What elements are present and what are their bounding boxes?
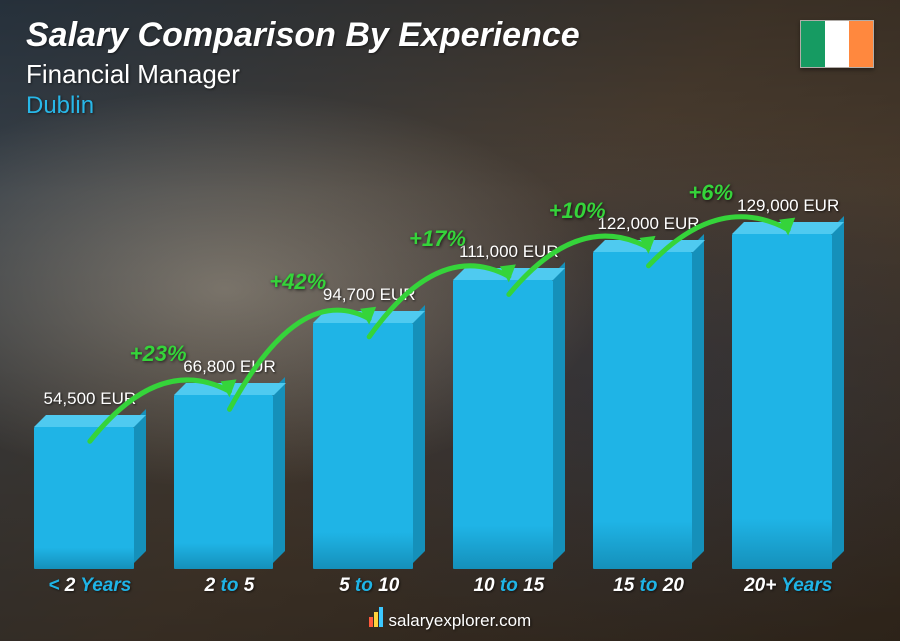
bar-value-label: 122,000 EUR [597, 214, 699, 234]
bar-slot: 111,000 EUR10 to 15 [447, 160, 571, 569]
bar [593, 252, 705, 569]
page-subtitle: Financial Manager [26, 59, 580, 90]
page-title: Salary Comparison By Experience [26, 16, 580, 55]
city-label: Dublin [26, 92, 580, 120]
bar [453, 280, 565, 569]
footer-text: salaryexplorer.com [389, 611, 532, 630]
bar [34, 427, 146, 569]
footer: salaryexplorer.com [0, 607, 900, 631]
bar-slot: 122,000 EUR15 to 20 [587, 160, 711, 569]
bar [174, 395, 286, 569]
bar-value-label: 66,800 EUR [183, 357, 276, 377]
bar-x-label: 20+ Years [726, 575, 850, 597]
bar-slot: 94,700 EUR5 to 10 [307, 160, 431, 569]
header: Salary Comparison By Experience Financia… [26, 16, 580, 120]
bar-x-label: 2 to 5 [168, 575, 292, 597]
bar-x-label: 5 to 10 [307, 575, 431, 597]
salary-bar-chart: 54,500 EUR< 2 Years66,800 EUR2 to 594,70… [28, 160, 850, 597]
flag-stripe-2 [825, 21, 849, 67]
flag-stripe-1 [801, 21, 825, 67]
bar-value-label: 111,000 EUR [459, 242, 559, 262]
footer-logo-icon [369, 611, 389, 630]
bar-slot: 66,800 EUR2 to 5 [168, 160, 292, 569]
bar [313, 323, 425, 569]
bar-value-label: 94,700 EUR [323, 285, 416, 305]
bar-x-label: 10 to 15 [447, 575, 571, 597]
bar-slot: 54,500 EUR< 2 Years [28, 160, 152, 569]
bar [732, 234, 844, 569]
bar-x-label: < 2 Years [28, 575, 152, 597]
bar-value-label: 129,000 EUR [737, 196, 839, 216]
bar-slot: 129,000 EUR20+ Years [726, 160, 850, 569]
country-flag [800, 20, 874, 68]
bar-x-label: 15 to 20 [587, 575, 711, 597]
flag-stripe-3 [849, 21, 873, 67]
bars-container: 54,500 EUR< 2 Years66,800 EUR2 to 594,70… [28, 160, 850, 569]
bar-value-label: 54,500 EUR [44, 389, 137, 409]
